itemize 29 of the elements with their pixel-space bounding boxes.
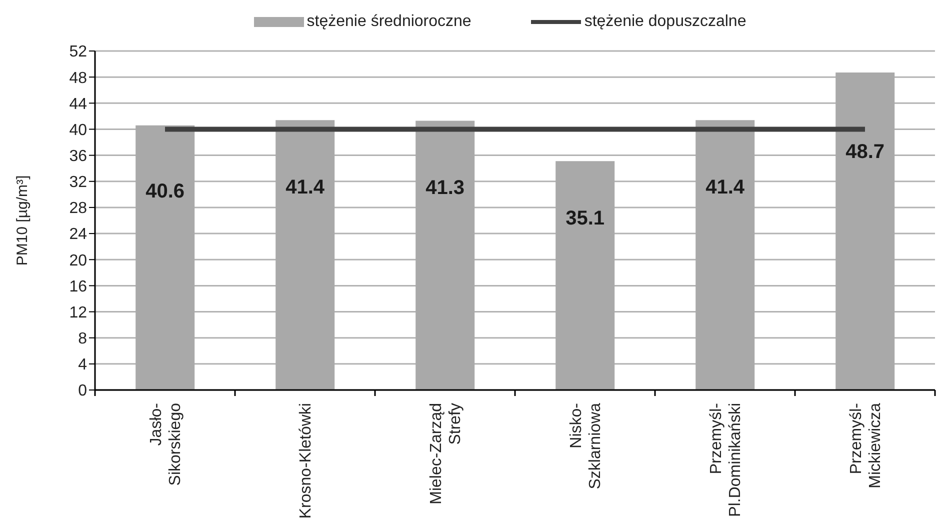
y-tick-label: 32 (69, 174, 88, 192)
data-label: 41.4 (706, 176, 746, 199)
y-tick-label: 52 (69, 44, 88, 61)
x-tick-label: Jasło-Sikorskiego (148, 402, 184, 486)
legend-label: stężenie średnioroczne (306, 13, 472, 31)
legend-label: stężenie dopuszczalne (584, 13, 746, 31)
y-tick-label: 40 (69, 122, 88, 139)
data-label: 41.4 (286, 176, 326, 199)
y-tick-label: 24 (69, 226, 88, 244)
y-tick-label: 4 (78, 356, 88, 374)
x-tick-label: Mielec-Zarząd Strefy (428, 403, 464, 504)
y-tick-label: 16 (69, 278, 88, 296)
data-label: 40.6 (146, 180, 185, 202)
x-tick-label: Krosno-Kletówki (298, 403, 315, 519)
data-label: 35.1 (566, 207, 605, 230)
x-tick-label: Nisko-Szklarniowa (568, 402, 604, 490)
y-tick-label: 28 (69, 200, 88, 218)
x-tick-label: Przemyśl-Pl.Dominikański (708, 403, 744, 517)
y-tick-label: 0 (78, 382, 88, 400)
y-axis-title: PM10 [µg/m³] (14, 175, 30, 266)
y-tick-label: 36 (69, 148, 88, 165)
x-tick-label: Przemyśl-Mickiewicza (848, 402, 884, 488)
y-tick-label: 44 (69, 96, 88, 113)
data-label: 41.3 (426, 177, 465, 200)
y-tick-label: 20 (69, 252, 88, 270)
y-tick-label: 12 (69, 304, 88, 322)
data-label: 48.7 (846, 140, 885, 163)
y-tick-label: 48 (69, 70, 88, 87)
y-tick-label: 8 (78, 330, 88, 348)
